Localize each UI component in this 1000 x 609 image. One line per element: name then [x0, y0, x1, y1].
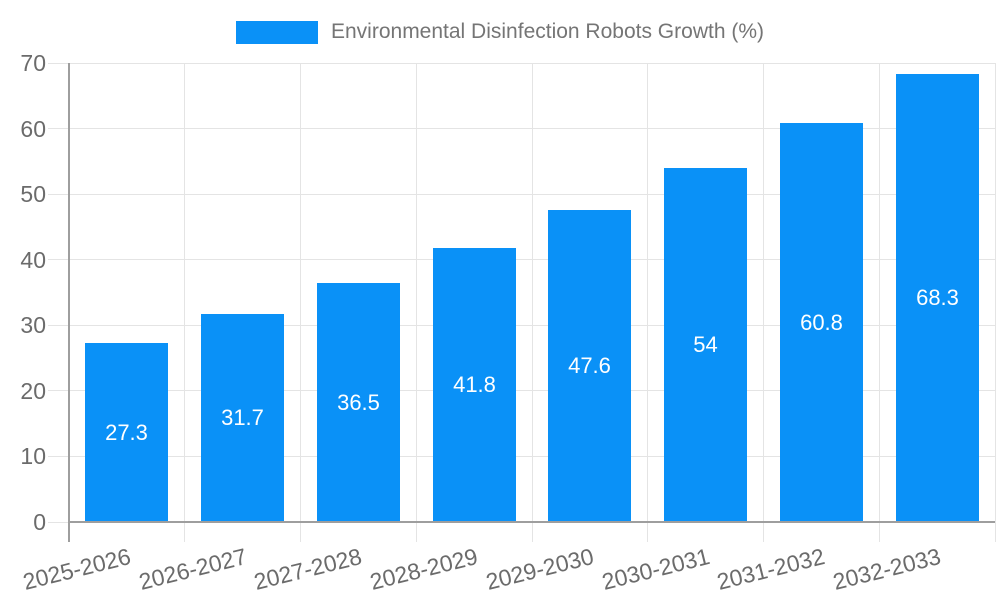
- y-gridline: [48, 324, 995, 326]
- bar[interactable]: 36.5: [317, 283, 400, 522]
- y-tick-label: 20: [20, 377, 46, 404]
- legend-label: Environmental Disinfection Robots Growth…: [330, 20, 764, 43]
- x-gridline: [184, 63, 186, 542]
- bar-value-label: 31.7: [221, 405, 264, 430]
- y-tick-label: 70: [20, 50, 46, 76]
- x-gridline: [300, 63, 301, 542]
- x-gridline: [415, 63, 417, 542]
- bar[interactable]: 47.6: [548, 210, 631, 522]
- y-tick-label: 50: [20, 181, 46, 208]
- bar[interactable]: 68.3: [896, 74, 979, 522]
- x-gridline: [878, 63, 880, 542]
- x-gridline: [994, 63, 996, 542]
- bar[interactable]: 27.3: [85, 343, 168, 522]
- y-gridline: [48, 259, 995, 261]
- legend-swatch: [235, 20, 318, 44]
- y-axis-line: [68, 63, 70, 542]
- bar-value-label: 54: [693, 332, 718, 357]
- bar-value-label: 47.6: [568, 353, 611, 378]
- x-axis-line: [69, 521, 995, 523]
- bar-value-label: 36.5: [337, 389, 380, 415]
- bar[interactable]: 54: [664, 168, 747, 522]
- legend: Environmental Disinfection Robots Growth…: [0, 20, 1000, 44]
- bar-value-label: 60.8: [800, 309, 843, 335]
- x-gridline: [647, 63, 649, 542]
- y-gridline: [48, 455, 995, 457]
- bar[interactable]: 60.8: [780, 123, 863, 522]
- y-tick-label: 10: [20, 443, 46, 470]
- bar[interactable]: 41.8: [433, 248, 516, 522]
- y-gridline: [48, 62, 995, 64]
- y-tick-label: 40: [20, 246, 46, 273]
- y-gridline: [48, 128, 995, 130]
- y-gridline: [48, 193, 995, 195]
- legend-item[interactable]: Environmental Disinfection Robots Growth…: [235, 20, 764, 44]
- x-gridline: [531, 63, 533, 542]
- bar-value-label: 41.8: [453, 372, 496, 397]
- y-tick-label: 30: [20, 312, 46, 339]
- bar[interactable]: 31.7: [201, 314, 284, 522]
- bar-value-label: 27.3: [105, 419, 148, 445]
- bar-value-label: 68.3: [916, 285, 959, 310]
- y-tick-label: 0: [33, 509, 46, 535]
- x-gridline: [763, 63, 764, 542]
- y-gridline: [48, 390, 995, 392]
- y-tick-label: 60: [20, 115, 46, 142]
